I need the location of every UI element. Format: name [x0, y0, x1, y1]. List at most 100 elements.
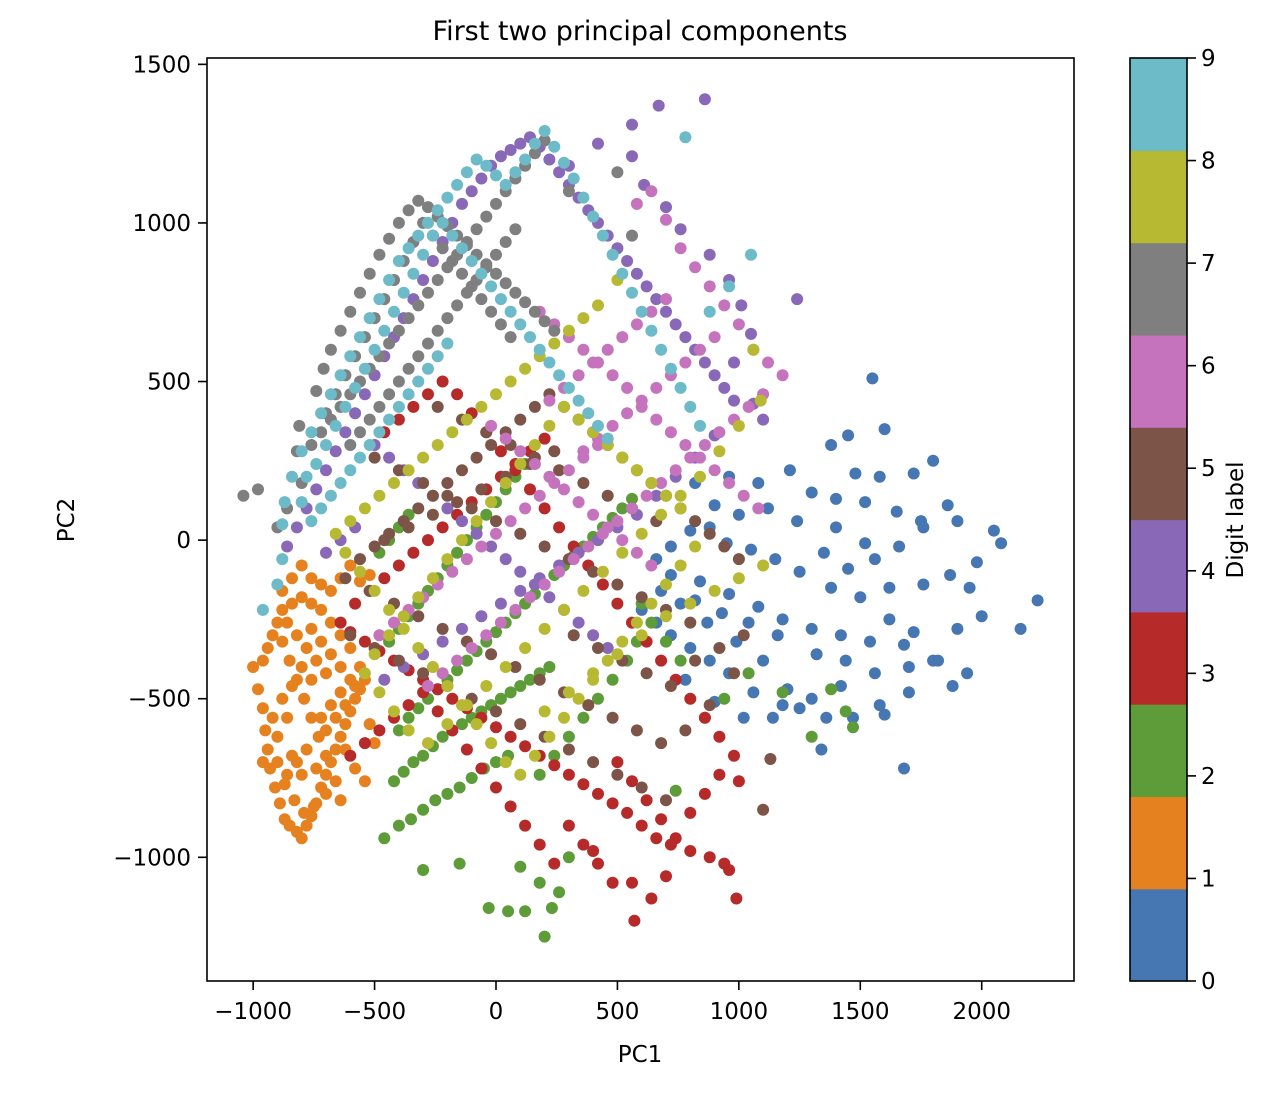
scatter-point-digit-6 [568, 553, 580, 565]
scatter-point-digit-8 [417, 452, 429, 464]
scatter-point-digit-5 [490, 515, 502, 527]
scatter-point-digit-9 [398, 287, 410, 299]
colorbar-segment-4 [1130, 520, 1187, 613]
scatter-point-digit-3 [670, 832, 682, 844]
colorbar-segment-9 [1130, 58, 1187, 151]
scatter-point-digit-8 [383, 604, 395, 616]
scatter-point-digit-5 [393, 655, 405, 667]
scatter-point-digit-2 [514, 861, 526, 873]
scatter-point-digit-6 [694, 452, 706, 464]
scatter-point-digit-0 [709, 499, 721, 511]
scatter-point-digit-4 [735, 299, 747, 311]
scatter-point-digit-8 [359, 502, 371, 514]
scatter-point-digit-8 [689, 541, 701, 553]
scatter-point-digit-0 [971, 556, 983, 568]
scatter-point-digit-9 [432, 204, 444, 216]
colorbar-segment-3 [1130, 612, 1187, 705]
scatter-point-digit-9 [310, 458, 322, 470]
scatter-point-digit-5 [475, 483, 487, 495]
scatter-point-digit-8 [733, 572, 745, 584]
scatter-point-digit-3 [611, 756, 623, 768]
scatter-point-digit-9 [441, 192, 453, 204]
scatter-point-digit-7 [485, 306, 497, 318]
scatter-point-digit-9 [480, 160, 492, 172]
scatter-point-digit-8 [660, 579, 672, 591]
scatter-point-digit-0 [908, 626, 920, 638]
scatter-point-digit-0 [951, 623, 963, 635]
y-tick-label: −1000 [113, 845, 191, 871]
scatter-point-digit-0 [811, 648, 823, 660]
scatter-point-digit-9 [500, 179, 512, 191]
scatter-point-digit-9 [344, 350, 356, 362]
scatter-point-digit-0 [1015, 623, 1027, 635]
scatter-point-digit-5 [704, 699, 716, 711]
scatter-point-digit-8 [485, 737, 497, 749]
scatter-point-digit-0 [864, 636, 876, 648]
scatter-point-digit-4 [791, 293, 803, 305]
scatter-point-digit-3 [645, 893, 657, 905]
scatter-point-digit-9 [393, 255, 405, 267]
scatter-point-digit-8 [757, 560, 769, 572]
scatter-point-digit-5 [471, 452, 483, 464]
scatter-point-digit-9 [553, 369, 565, 381]
scatter-point-digit-4 [704, 249, 716, 261]
scatter-point-digit-9 [422, 363, 434, 375]
scatter-point-digit-2 [563, 851, 575, 863]
scatter-point-digit-5 [728, 667, 740, 679]
scatter-point-digit-0 [806, 623, 818, 635]
scatter-point-digit-9 [335, 477, 347, 489]
scatter-point-digit-3 [592, 858, 604, 870]
scatter-point-digit-3 [650, 832, 662, 844]
scatter-point-digit-4 [660, 306, 672, 318]
scatter-point-digit-2 [398, 766, 410, 778]
scatter-point-digit-9 [524, 331, 536, 343]
scatter-point-digit-3 [437, 376, 449, 388]
scatter-point-digit-5 [514, 528, 526, 540]
scatter-point-digit-7 [422, 338, 434, 350]
scatter-point-digit-6 [524, 591, 536, 603]
scatter-point-digit-9 [359, 363, 371, 375]
scatter-point-digit-3 [628, 915, 640, 927]
scatter-point-digit-1 [271, 731, 283, 743]
scatter-point-digit-9 [461, 166, 473, 178]
scatter-point-digit-5 [631, 724, 643, 736]
scatter-point-digit-9 [597, 230, 609, 242]
scatter-point-digit-8 [519, 363, 531, 375]
scatter-point-digit-6 [631, 198, 643, 210]
scatter-point-digit-9 [286, 471, 298, 483]
scatter-point-digit-2 [825, 683, 837, 695]
scatter-point-digit-9 [495, 293, 507, 305]
scatter-point-digit-5 [485, 648, 497, 660]
scatter-point-digit-7 [475, 293, 487, 305]
scatter-point-digit-8 [529, 750, 541, 762]
scatter-point-digit-1 [286, 572, 298, 584]
scatter-point-digit-1 [291, 629, 303, 641]
scatter-point-digit-5 [529, 401, 541, 413]
scatter-point-digit-0 [772, 629, 784, 641]
scatter-point-digit-1 [286, 680, 298, 692]
scatter-point-digit-8 [645, 598, 657, 610]
colorbar-tick-label: 9 [1201, 46, 1216, 72]
scatter-point-digit-7 [310, 385, 322, 397]
scatter-point-digit-9 [412, 376, 424, 388]
scatter-point-digit-6 [602, 344, 614, 356]
scatter-point-digit-7 [509, 223, 521, 235]
scatter-point-digit-1 [325, 585, 337, 597]
x-tick-label: 1500 [831, 999, 890, 1025]
scatter-point-digit-1 [276, 604, 288, 616]
scatter-point-digit-6 [645, 560, 657, 572]
x-tick-label: 1000 [710, 999, 769, 1025]
scatter-point-digit-6 [631, 318, 643, 330]
scatter-point-digit-9 [373, 426, 385, 438]
scatter-point-digit-9 [437, 217, 449, 229]
scatter-point-digit-0 [1032, 594, 1044, 606]
scatter-point-digit-8 [548, 338, 560, 350]
x-tick-label: −1000 [214, 999, 292, 1025]
scatter-point-digit-1 [298, 693, 310, 705]
scatter-point-digit-5 [733, 553, 745, 565]
scatter-point-digit-9 [369, 344, 381, 356]
scatter-point-digit-2 [405, 813, 417, 825]
scatter-point-digit-0 [869, 667, 881, 679]
scatter-point-digit-9 [563, 382, 575, 394]
scatter-point-digit-7 [500, 277, 512, 289]
